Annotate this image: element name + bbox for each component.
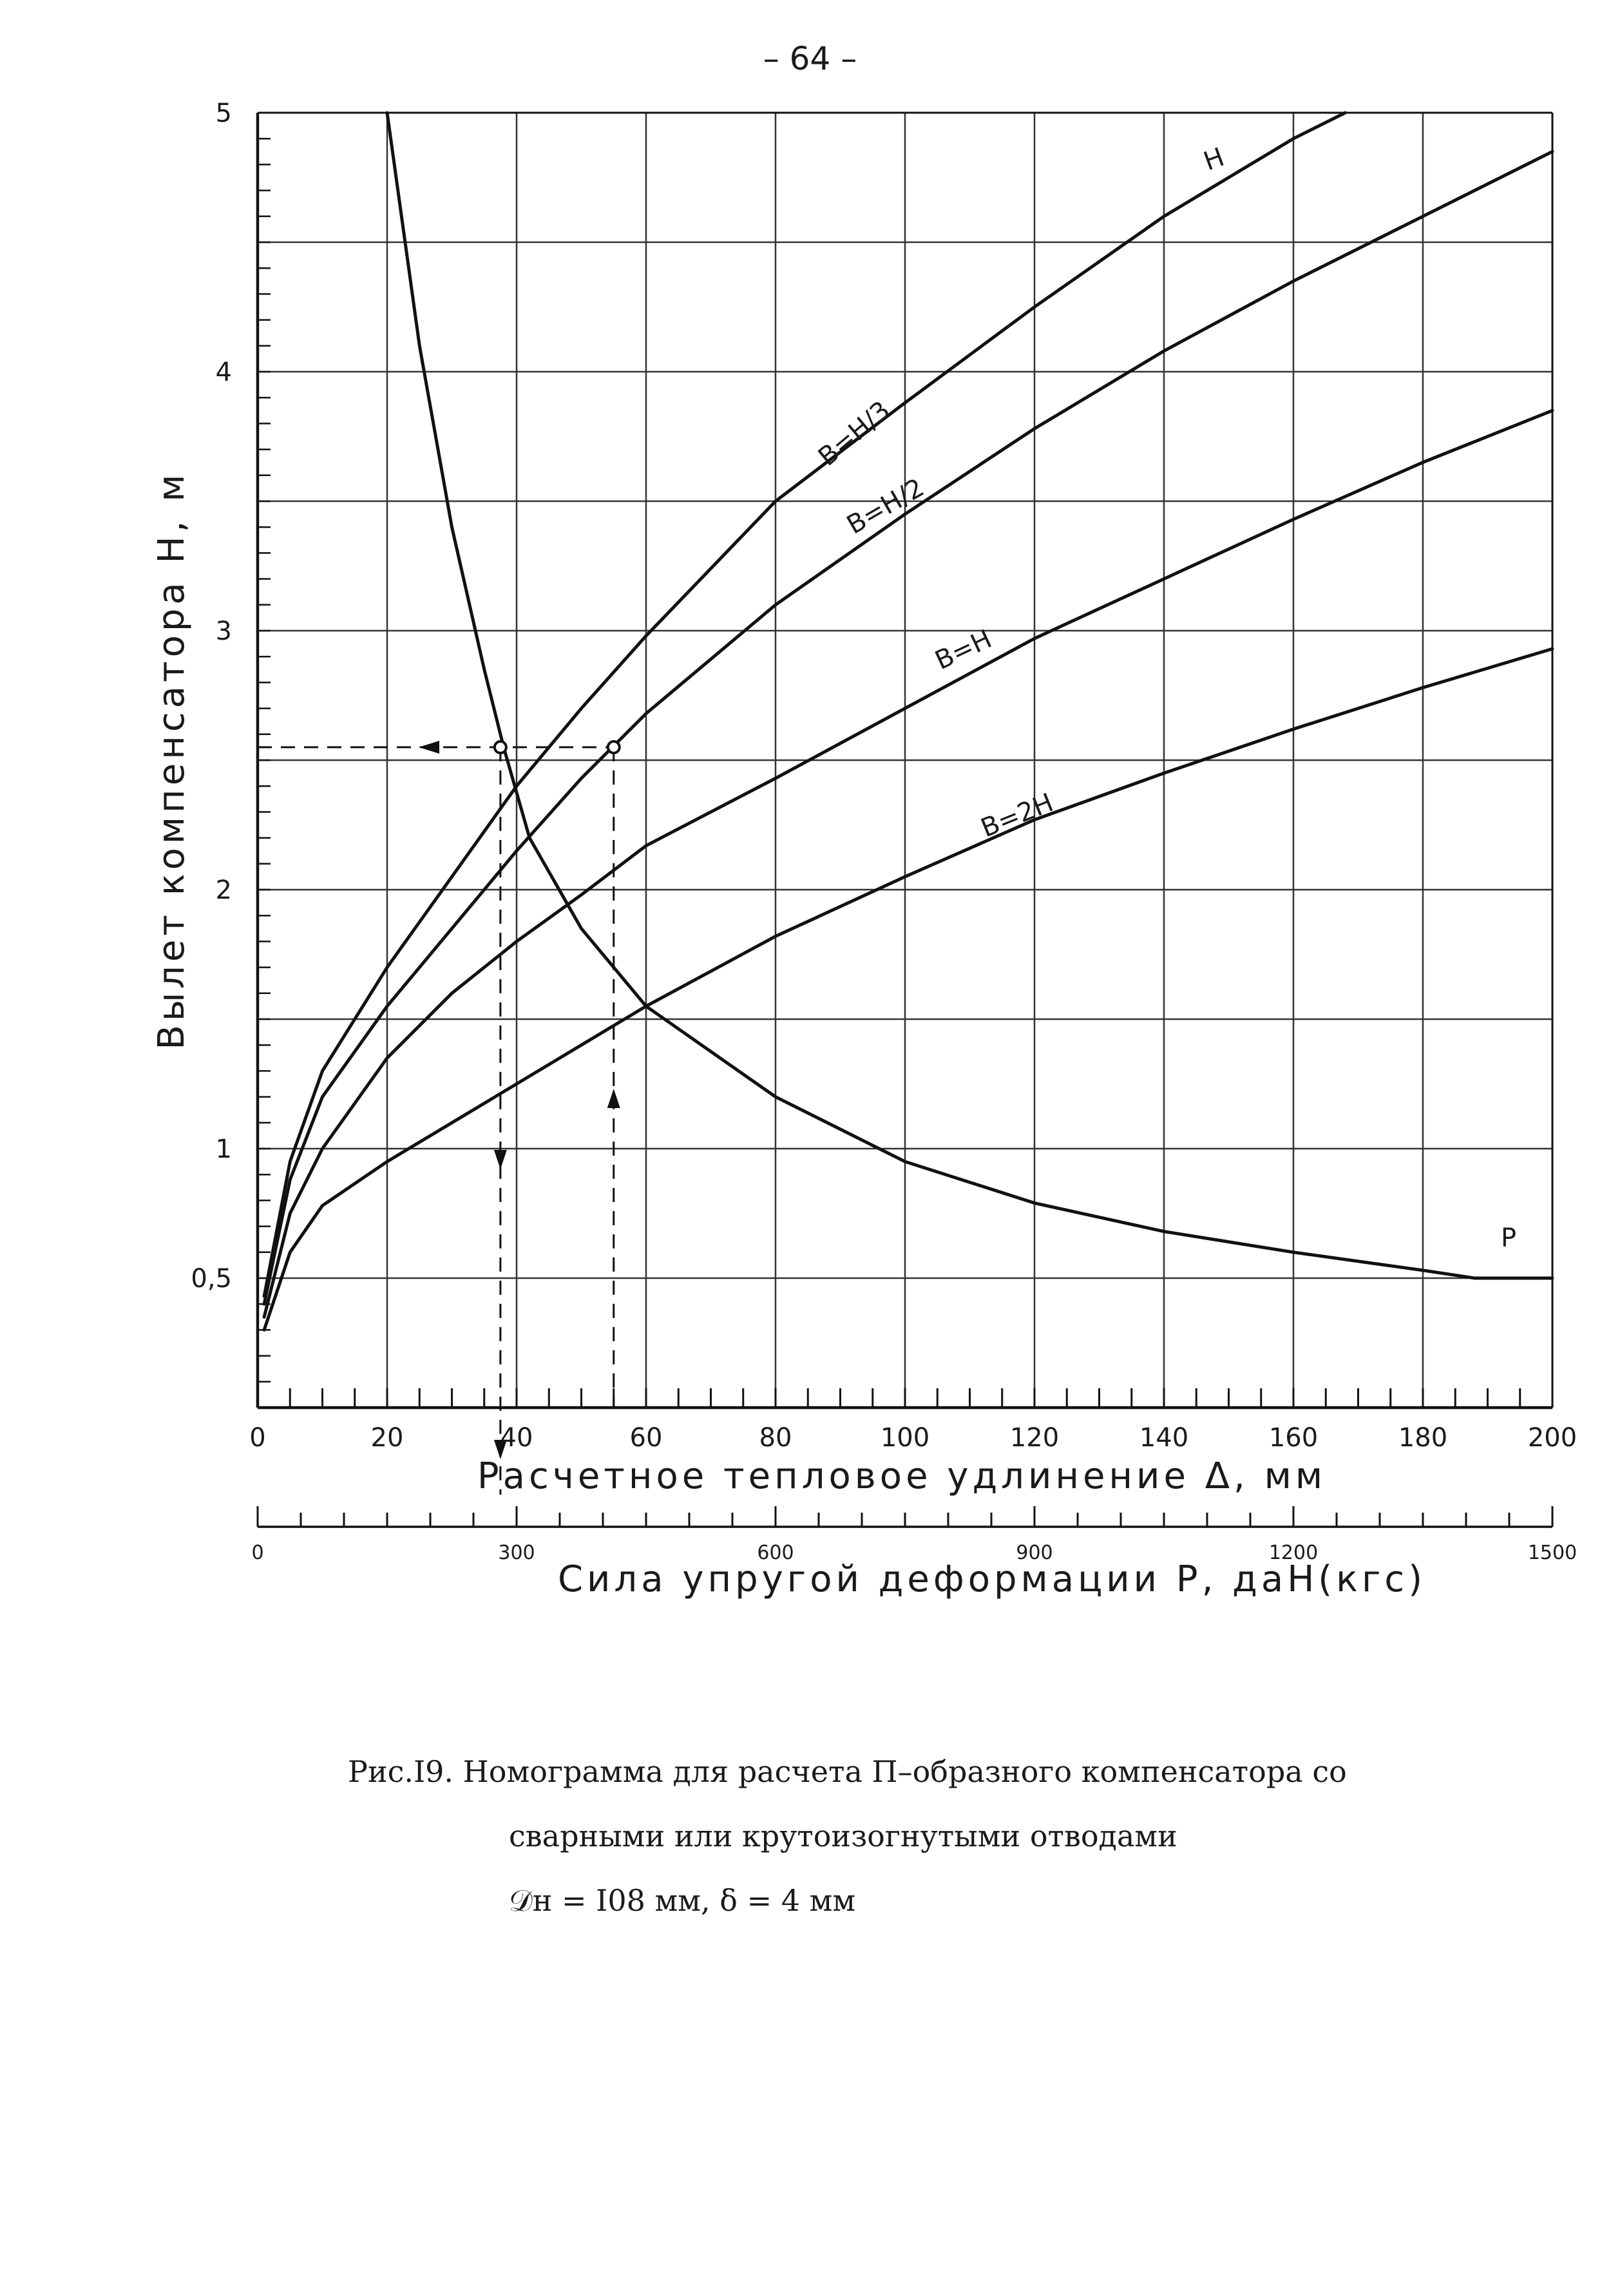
page-number: – 64 – [763,40,857,77]
arrow-up-icon [607,1089,620,1108]
curve-h [262,111,1347,1298]
x-tick-label: 180 [1398,1423,1447,1453]
y-tick-label: 3 [216,617,232,646]
example-point-p [493,740,508,754]
caption-line-1: Рис.I9. Номограмма для расчета П–образно… [348,1754,1347,1789]
figure-caption: Рис.I9. Номограмма для расчета П–образно… [348,1739,1572,1933]
p-scale-tick-label: 600 [757,1542,794,1564]
curve-label: В=2Н [977,788,1058,843]
x-tick-label: 20 [371,1423,404,1453]
axis-ticks: 0 20 40 60 80 100 120 140 160 180 200 0,5 1 2 3 4 5 0 300 6… [191,99,1577,1564]
y-tick-label: 4 [216,358,232,387]
x-tick-label: 60 [630,1423,663,1453]
chart-curves [262,111,1554,1332]
x-tick-label: 120 [1010,1423,1059,1453]
p-scale-tick-label: 900 [1016,1542,1053,1564]
p-axis-title: Сила упругой деформации P, даН(кгс) [558,1558,1426,1600]
x-tick-label: 80 [759,1423,792,1453]
p-scale-tick-label: 1500 [1528,1542,1577,1564]
y-tick-label: 2 [216,875,232,905]
y-tick-label: 0,5 [191,1264,232,1294]
x-tick-label: 0 [249,1423,265,1453]
curve-label: В=Н [931,624,996,676]
x-tick-label: 200 [1528,1423,1577,1453]
x-tick-label: 160 [1269,1423,1318,1453]
worked-example [258,740,621,1495]
curve-label: Н [1200,142,1228,177]
caption-line-2: сварными или крутоизогнутыми отводами [509,1819,1177,1853]
p-scale-tick-label: 300 [498,1542,535,1564]
arrow-down-icon [493,1440,507,1459]
arrow-left-icon [419,740,439,754]
chart-grid [258,113,1552,1408]
example-point-b-h2 [606,740,621,754]
curve-p [385,111,1554,1280]
curve-b-h-2 [262,149,1554,1306]
nomogram-chart: 0 20 40 60 80 100 120 140 160 180 200 0,5 1 2 3 4 5 0 300 6… [151,99,1577,1600]
y-tick-label: 5 [216,99,232,128]
y-axis-title: Вылет компенсатора Н, м [151,471,193,1050]
chart-labels: Расчетное тепловое удлинение Δ, мм Сила у… [151,142,1516,1600]
p-scale-tick-label: 0 [251,1542,263,1564]
p-scale-tick-label: 1200 [1269,1542,1318,1564]
y-tick-label: 1 [216,1134,232,1164]
curve-label: В=Н/3 [813,396,896,472]
curve-b-h [262,408,1554,1319]
x-axis-title: Расчетное тепловое удлинение Δ, мм [477,1455,1326,1497]
caption-line-3: 𝒟н = I08 мм, δ = 4 мм [509,1883,856,1918]
x-tick-label: 140 [1139,1423,1188,1453]
arrow-down-icon [493,1150,507,1169]
x-tick-label: 40 [500,1423,533,1453]
x-tick-label: 100 [881,1423,929,1453]
curve-label: Р [1501,1223,1516,1253]
